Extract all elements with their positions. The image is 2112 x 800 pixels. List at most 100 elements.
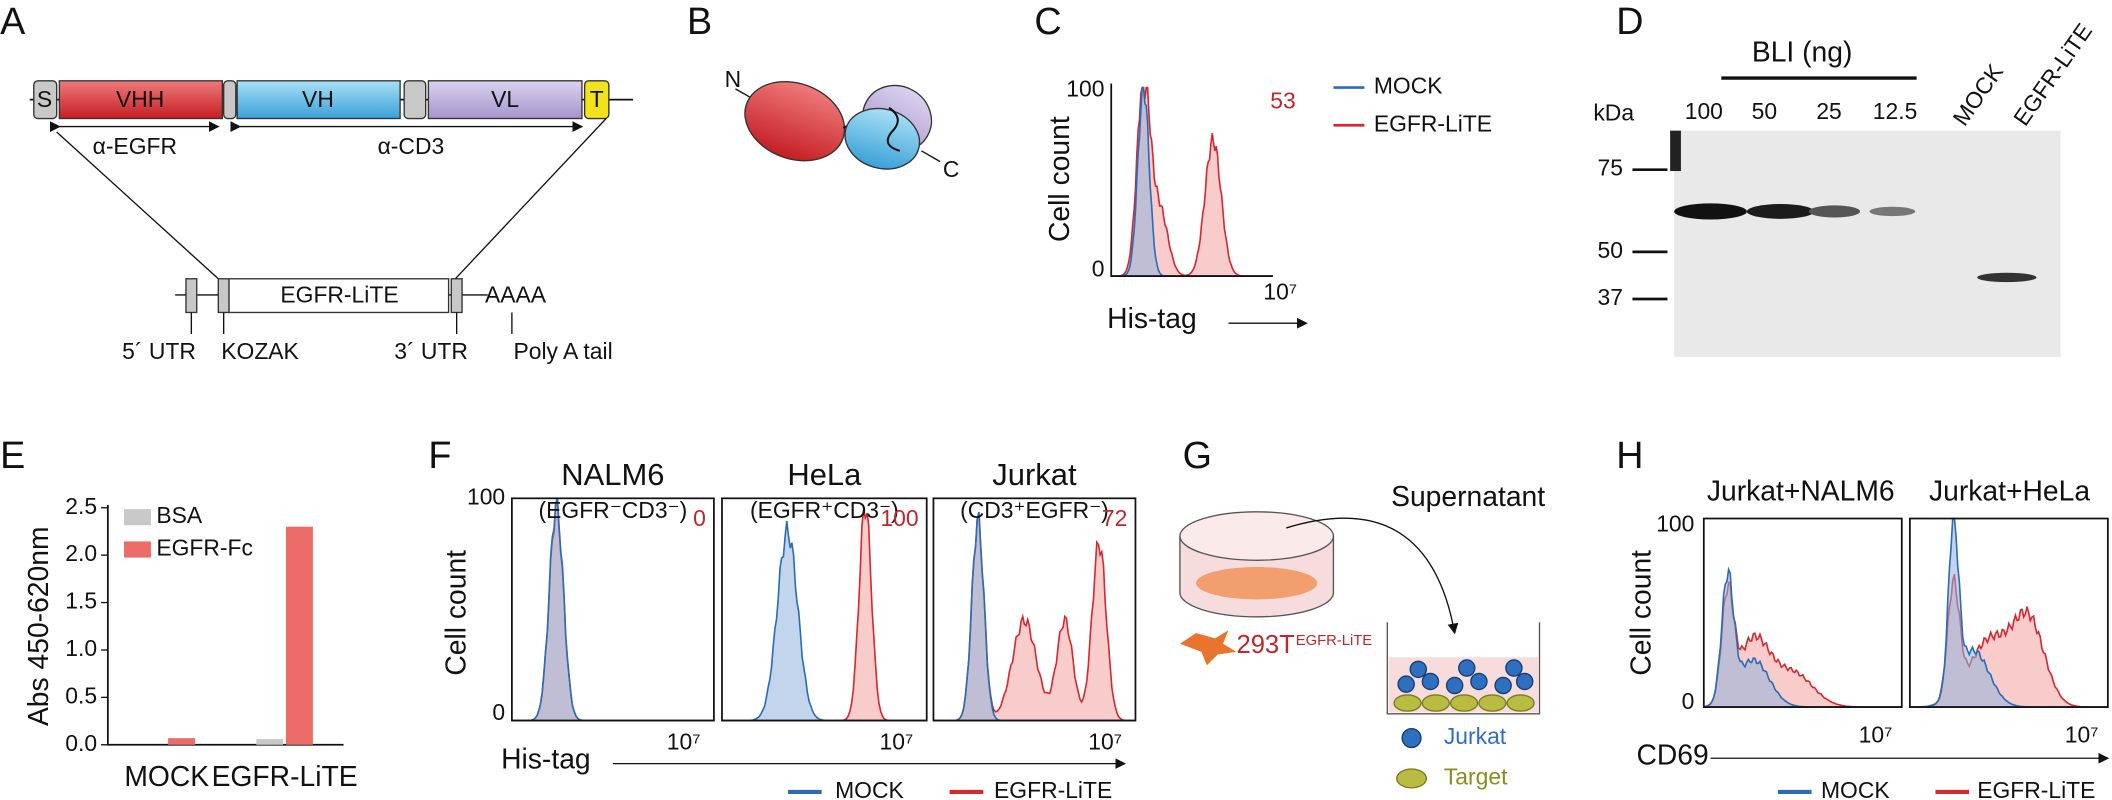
element-label: 5´ UTR [122,338,196,364]
construct-label: EGFR-LiTE [280,281,398,307]
legend-label: EGFR-Fc [156,535,253,561]
lane-label: 12.5 [1873,98,1918,124]
histograms [1702,517,2109,708]
y-tick-label: 0 [492,699,505,725]
panel-label: H [1616,434,1643,476]
y-tick-label: 100 [1066,75,1104,101]
bar-chart: 0.0 0.5 1.0 1.5 2.0 2.5 MOCK EGFR-LiTE BSA EGFR-F… [65,493,357,792]
lane-label: 100 [1685,98,1723,124]
histogram-curve [933,511,1136,722]
segment-label: VH [302,86,334,112]
panel-label: E [0,434,25,476]
plot-frame [1702,517,1903,708]
bands [1670,130,2037,283]
y-axis-label: Cell count [439,550,471,676]
panel-label: D [1616,0,1643,42]
panel-subtitle: (CD3⁺EGFR⁻) [960,497,1109,523]
y-tick-label: 100 [467,483,505,509]
marker-label: 37 [1598,284,1623,310]
producer-tag: EGFR-LiTE [1296,633,1373,649]
lane-label: 25 [1816,98,1841,124]
panel-title: Jurkat+NALM6 [1707,474,1895,506]
y-tick-label: 2.0 [65,540,97,566]
y-tick-label: 100 [1656,510,1694,536]
bracket-label: α-EGFR [93,133,177,159]
terminus-label: N [725,66,742,92]
lane-label: EGFR-LiTE [2008,19,2097,131]
legend-swatch [124,541,151,558]
x-tick-label: 10⁷ [1263,279,1297,305]
plot-frame [721,497,928,722]
panel-label: B [687,0,712,42]
histogram-curve [1909,573,2108,708]
y-tick-label: 1.5 [65,588,97,614]
supernatant-label: Supernatant [1391,480,1545,512]
header: BLI (ng) [1752,35,1853,67]
marker-label: 50 [1598,237,1623,263]
panel-label: G [1183,434,1212,476]
element-label: KOZAK [221,338,299,364]
x-axis-label: His-tag [1107,302,1197,334]
histograms: NALM6 (EGFR⁻CD3⁻) 0 10⁷ HeLa (EGFR⁺CD3⁻)100 10… [511,457,1137,754]
lane-label: MOCK [1947,59,2008,130]
legend-swatch [124,509,151,526]
x-tick-label: MOCK [124,760,209,792]
lane-label: 50 [1752,98,1777,124]
histogram-curve [511,498,714,722]
legend-label: EGFR-LiTE [1977,777,2095,800]
histogram-curve [721,509,927,722]
panel-subtitle: (EGFR⁻CD3⁻) [539,497,688,523]
panel-title: Jurkat [992,457,1077,492]
protein-model [735,81,941,170]
legend-label: MOCK [835,777,904,800]
panel-title: NALM6 [561,457,664,492]
construct-diagram [29,80,634,335]
plot-frame [511,497,715,722]
percent-label: 72 [1102,505,1127,531]
x-axis-label: CD69 [1636,738,1708,770]
legend-label: MOCK [1821,777,1890,800]
panel-title: HeLa [787,457,862,492]
panel-label: C [1034,0,1061,42]
y-tick-label: 0.5 [65,682,97,708]
producer-label: 293T [1236,631,1295,659]
legend-label: Target [1444,763,1508,789]
y-tick-label: 0.0 [65,730,97,756]
terminus-label: C [943,156,960,182]
unit-label: kDa [1593,100,1634,126]
y-tick-label: 0 [1682,688,1695,714]
histogram [1111,86,1273,277]
legend-label: BSA [156,502,203,528]
legend-label: Jurkat [1444,723,1507,749]
y-axis-label: Abs 450-620nm [22,526,54,726]
panel-label: F [428,434,451,476]
panel-title: Jurkat+HeLa [1929,474,2090,506]
x-tick-label: 10⁷ [880,728,914,754]
blot [1674,130,2061,357]
tail-label: AAAA [485,281,547,307]
panel-subtitle: (EGFR⁺CD3⁻) [750,497,899,523]
plot-frame [932,497,1137,722]
x-tick-label: 10⁷ [1859,722,1893,748]
y-axis-label: Cell count [1625,550,1657,676]
x-axis-label: His-tag [501,742,591,774]
x-tick-label: 10⁷ [667,728,701,754]
legend-label: EGFR-LiTE [994,777,1112,800]
y-tick-label: 1.0 [65,635,97,661]
x-tick-label: EGFR-LiTE [212,760,358,792]
element-label: 3´ UTR [394,338,468,364]
bar [285,526,313,745]
segment-label: S [37,86,52,112]
panel-label: A [0,0,26,42]
histogram-curve [721,520,927,722]
element-label: Poly A tail [513,338,612,364]
segment-label: T [590,86,604,112]
legend-label: EGFR-LiTE [1374,110,1492,136]
segment-label: VHH [116,86,164,112]
marker-label: 75 [1598,155,1623,181]
x-tick-label: 10⁷ [2065,722,2099,748]
plot-frame [1908,517,2109,708]
legend-label: MOCK [1374,73,1443,99]
